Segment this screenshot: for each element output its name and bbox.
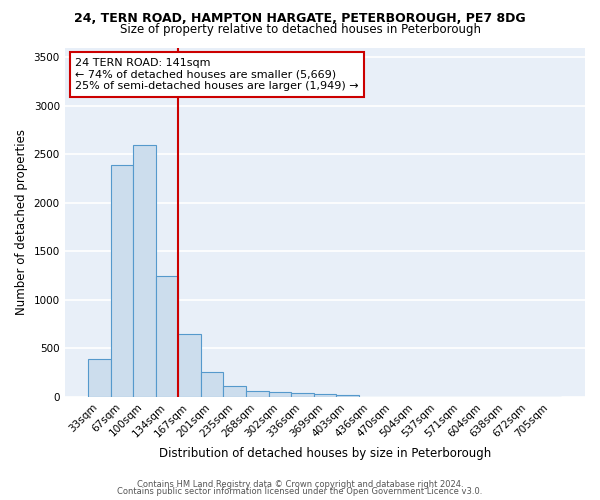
- Text: 24, TERN ROAD, HAMPTON HARGATE, PETERBOROUGH, PE7 8DG: 24, TERN ROAD, HAMPTON HARGATE, PETERBOR…: [74, 12, 526, 26]
- Text: 24 TERN ROAD: 141sqm
← 74% of detached houses are smaller (5,669)
25% of semi-de: 24 TERN ROAD: 141sqm ← 74% of detached h…: [75, 58, 359, 91]
- Bar: [88, 359, 111, 397]
- Bar: [314, 394, 336, 397]
- Bar: [156, 276, 178, 397]
- Bar: [269, 392, 291, 397]
- Text: Contains HM Land Registry data © Crown copyright and database right 2024.: Contains HM Land Registry data © Crown c…: [137, 480, 463, 489]
- Bar: [246, 391, 269, 397]
- Bar: [291, 393, 314, 397]
- Y-axis label: Number of detached properties: Number of detached properties: [15, 129, 28, 315]
- Text: Size of property relative to detached houses in Peterborough: Size of property relative to detached ho…: [119, 22, 481, 36]
- X-axis label: Distribution of detached houses by size in Peterborough: Distribution of detached houses by size …: [159, 447, 491, 460]
- Bar: [111, 165, 133, 397]
- Text: Contains public sector information licensed under the Open Government Licence v3: Contains public sector information licen…: [118, 487, 482, 496]
- Bar: [201, 372, 223, 397]
- Bar: [133, 144, 156, 397]
- Bar: [178, 334, 201, 397]
- Bar: [223, 386, 246, 397]
- Bar: [336, 394, 359, 397]
